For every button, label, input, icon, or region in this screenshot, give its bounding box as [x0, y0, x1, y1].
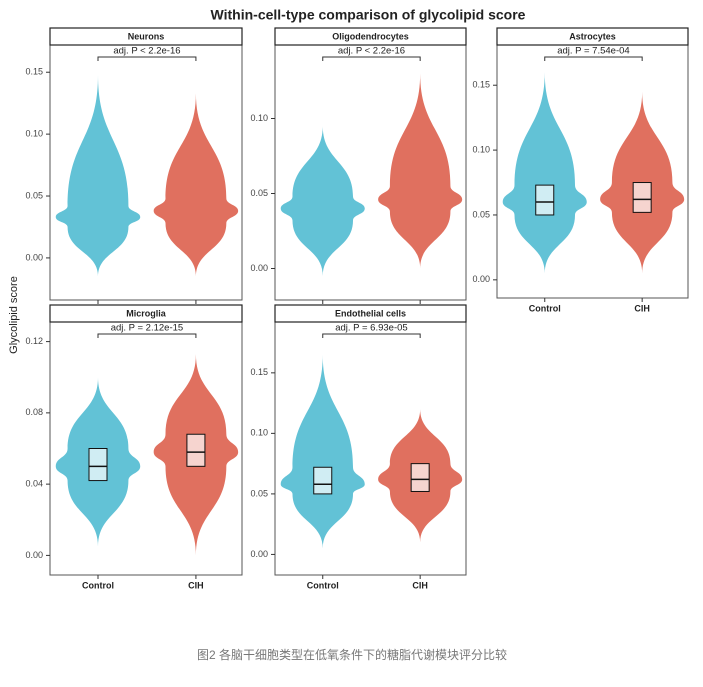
- p-value: adj. P = 2.12e-15: [111, 323, 183, 334]
- violin: [502, 72, 587, 274]
- x-tick-label: CIH: [634, 303, 650, 313]
- panel-strip: [49, 304, 243, 323]
- panel-strip: [274, 27, 467, 46]
- y-axis-label: Glycolipid score: [8, 276, 20, 354]
- panel-strip: [496, 27, 689, 46]
- panel-strip: [49, 27, 243, 46]
- p-value: adj. P = 7.54e-04: [557, 46, 629, 57]
- y-tick-label: 0.10: [472, 144, 490, 154]
- violin: [280, 126, 365, 276]
- x-tick-label: Control: [529, 303, 561, 313]
- x-tick-label: Control: [307, 580, 339, 590]
- y-tick-label: 0.15: [25, 67, 43, 77]
- y-tick-label: 0.00: [25, 252, 43, 262]
- y-tick-label: 0.05: [25, 190, 43, 200]
- box: [410, 463, 430, 492]
- box: [535, 184, 555, 216]
- panel-title: Oligodendrocytes: [332, 31, 409, 41]
- box: [313, 466, 333, 495]
- p-value: adj. P < 2.2e-16: [113, 46, 180, 57]
- panel-title: Astrocytes: [569, 31, 616, 41]
- violin: [378, 73, 463, 269]
- x-tick-label: CIH: [188, 580, 204, 590]
- y-tick-label: 0.10: [25, 129, 43, 139]
- y-tick-label: 0.12: [25, 336, 43, 346]
- significance-bracket: [544, 56, 643, 61]
- violin: [280, 354, 365, 549]
- violin: [55, 74, 141, 277]
- panel-title: Neurons: [128, 31, 165, 41]
- box: [632, 182, 652, 213]
- panel-strip: [274, 304, 467, 323]
- panel-title: Microglia: [126, 308, 167, 318]
- x-tick-label: Control: [82, 580, 114, 590]
- y-tick-label: 0.00: [250, 263, 268, 273]
- y-tick-label: 0.10: [250, 113, 268, 123]
- violin: [153, 93, 239, 277]
- y-tick-label: 0.00: [472, 274, 490, 284]
- y-tick-label: 0.00: [25, 550, 43, 560]
- y-tick-label: 0.05: [472, 209, 490, 219]
- y-tick-label: 0.15: [250, 367, 268, 377]
- p-value: adj. P < 2.2e-16: [338, 46, 405, 57]
- significance-bracket: [97, 56, 197, 61]
- significance-bracket: [322, 56, 421, 61]
- y-tick-label: 0.04: [25, 479, 43, 489]
- significance-bracket: [322, 333, 421, 338]
- y-tick-label: 0.15: [472, 80, 490, 90]
- significance-bracket: [97, 333, 197, 338]
- y-tick-label: 0.00: [250, 549, 268, 559]
- box: [88, 448, 108, 482]
- y-tick-label: 0.05: [250, 488, 268, 498]
- box: [186, 433, 206, 467]
- y-tick-label: 0.08: [25, 407, 43, 417]
- figure-title: Within-cell-type comparison of glycolipi…: [211, 7, 526, 23]
- y-tick-label: 0.10: [250, 428, 268, 438]
- panel-title: Endothelial cells: [335, 308, 406, 318]
- y-tick-label: 0.05: [250, 188, 268, 198]
- caption: 图2 各脑干细胞类型在低氧条件下的糖脂代谢模块评分比较: [197, 647, 507, 662]
- p-value: adj. P = 6.93e-05: [335, 323, 407, 334]
- x-tick-label: CIH: [412, 580, 428, 590]
